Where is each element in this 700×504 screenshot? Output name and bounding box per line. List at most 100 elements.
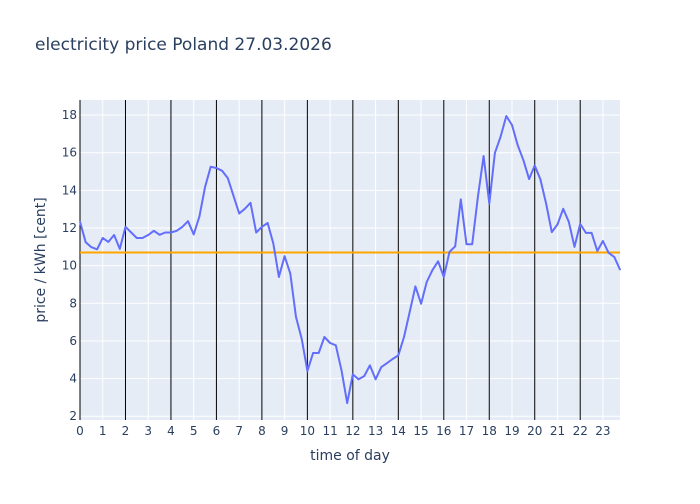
price-point <box>300 337 303 340</box>
price-point <box>221 169 223 172</box>
price-point <box>312 352 314 354</box>
price-point <box>209 166 212 168</box>
price-point <box>249 201 252 204</box>
price-point <box>141 237 144 239</box>
price-point <box>283 255 286 258</box>
price-point <box>505 115 508 117</box>
price-point <box>124 226 127 228</box>
price-point <box>238 212 240 215</box>
price-point <box>414 285 417 288</box>
price-point <box>460 198 462 201</box>
price-point <box>175 230 178 232</box>
price-point <box>215 167 218 169</box>
price-point <box>482 155 485 157</box>
x-tick-label: 19 <box>504 424 519 438</box>
price-point <box>380 366 383 368</box>
x-tick-label: 12 <box>345 424 360 438</box>
y-tick-labels: 2 4 6 8 10 12 14 16 18 <box>62 108 77 423</box>
price-point <box>170 231 172 234</box>
price-point <box>431 269 434 271</box>
price-point <box>568 220 570 223</box>
series-group <box>79 115 621 405</box>
price-point <box>204 185 206 188</box>
price-point <box>522 159 525 162</box>
price-point <box>516 144 519 146</box>
y-tick-label: 14 <box>62 183 77 197</box>
x-tick-label: 14 <box>391 424 406 438</box>
price-point <box>295 316 297 318</box>
price-point <box>442 276 445 278</box>
price-point <box>386 362 388 364</box>
price-point <box>255 231 258 234</box>
price-point <box>556 223 559 226</box>
price-series-line <box>79 115 621 405</box>
price-point <box>118 248 121 250</box>
price-point <box>533 164 536 167</box>
price-point <box>607 252 610 254</box>
price-point <box>107 241 110 243</box>
price-point <box>323 336 326 338</box>
price-point <box>181 226 184 228</box>
price-point <box>539 178 542 181</box>
price-point <box>79 220 81 223</box>
price-point <box>346 402 348 404</box>
price-point <box>397 354 400 357</box>
price-point <box>619 268 621 271</box>
price-point <box>164 231 167 234</box>
price-point <box>403 336 405 338</box>
x-tick-label: 11 <box>322 424 337 438</box>
y-axis-title: price / kWh [cent] <box>33 197 49 322</box>
price-point <box>306 370 309 372</box>
price-point <box>596 250 599 252</box>
price-point <box>488 202 491 205</box>
x-tick-label: 18 <box>482 424 497 438</box>
price-point <box>448 251 451 253</box>
x-tick-label: 16 <box>436 424 451 438</box>
price-point <box>602 240 604 242</box>
x-tick-label: 13 <box>368 424 383 438</box>
x-tick-labels: 0 1 2 3 4 5 6 7 8 9 10 11 12 13 14 15 16 17 18 19 20 21 22 23 <box>76 424 610 438</box>
x-tick-label: 9 <box>281 424 289 438</box>
x-tick-label: 17 <box>459 424 474 438</box>
y-tick-label: 2 <box>69 409 77 423</box>
price-point <box>562 208 564 210</box>
price-point <box>136 237 138 239</box>
price-point <box>613 256 616 258</box>
x-tick-label: 22 <box>573 424 588 438</box>
price-point <box>585 232 587 234</box>
price-point <box>278 276 280 278</box>
price-point <box>334 344 337 347</box>
price-point <box>192 233 195 236</box>
price-point <box>465 243 468 245</box>
price-point <box>471 243 474 245</box>
price-point <box>590 232 593 234</box>
price-point <box>425 281 428 283</box>
price-point <box>289 272 292 275</box>
price-point <box>113 234 115 236</box>
price-point <box>408 311 411 313</box>
x-tick-label: 8 <box>258 424 266 438</box>
price-point <box>130 231 132 234</box>
x-tick-label: 10 <box>300 424 315 438</box>
price-point <box>420 302 422 305</box>
price-point <box>369 364 371 367</box>
x-tick-label: 2 <box>122 424 130 438</box>
x-tick-label: 1 <box>99 424 107 438</box>
chart-title: electricity price Poland 27.03.2026 <box>35 35 332 55</box>
x-tick-label: 5 <box>190 424 198 438</box>
x-tick-label: 7 <box>235 424 243 438</box>
price-point <box>340 369 343 372</box>
price-point <box>511 124 513 126</box>
price-point <box>244 208 246 210</box>
price-point <box>363 375 366 377</box>
price-point <box>226 177 229 179</box>
y-tick-label: 8 <box>69 296 77 310</box>
price-point <box>317 352 320 354</box>
y-tick-label: 4 <box>69 372 77 386</box>
plot-area <box>80 100 620 420</box>
price-point <box>357 378 360 381</box>
price-point <box>272 242 275 245</box>
y-tick-label: 10 <box>62 259 77 273</box>
x-tick-label: 3 <box>144 424 152 438</box>
